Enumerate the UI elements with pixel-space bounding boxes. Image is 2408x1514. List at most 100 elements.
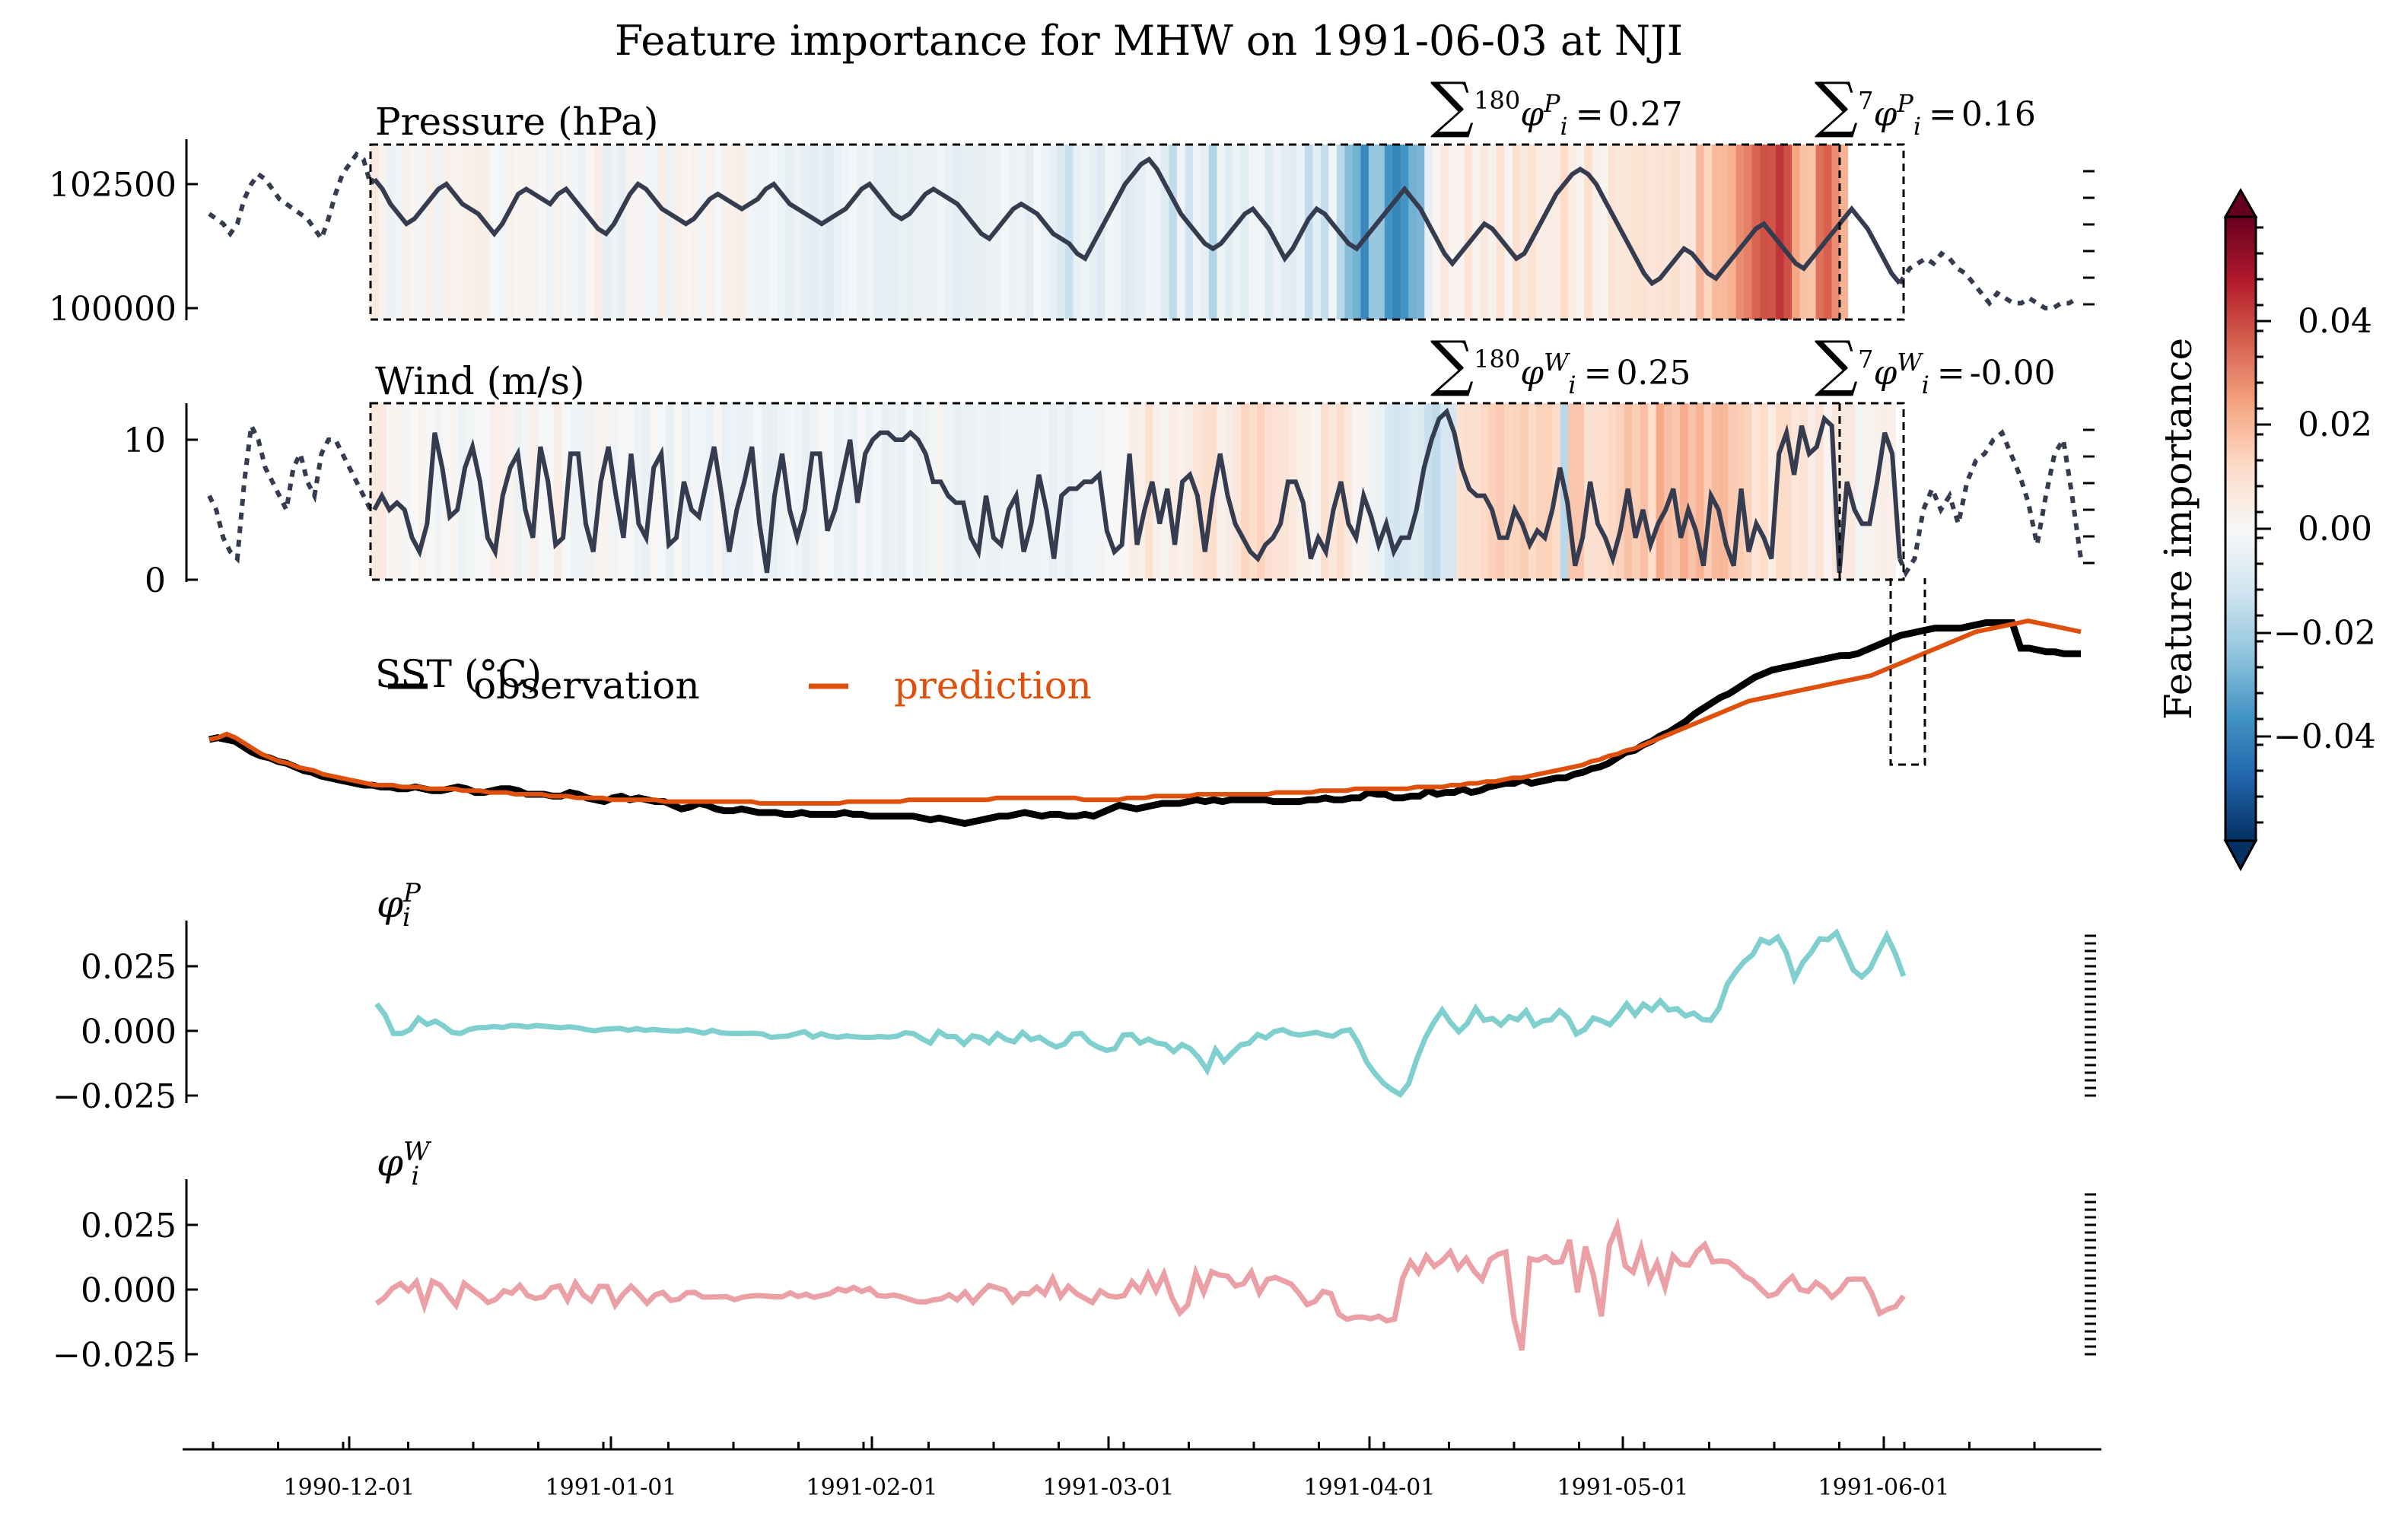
wind-importance-cell (402, 403, 412, 580)
pressure-importance-cell (577, 145, 587, 320)
wind-importance-cell (953, 403, 962, 580)
date-label: 1991-02-01 (806, 1474, 938, 1501)
pressure-importance-cell (1712, 145, 1721, 320)
pressure-importance-cell (1129, 145, 1138, 320)
pressure-importance-cell (1496, 145, 1505, 320)
wind-importance-cell (1249, 403, 1258, 580)
wind-importance-cell (1089, 403, 1098, 580)
pressure-importance-cell (1688, 145, 1697, 320)
wind-importance-cell (1799, 403, 1808, 580)
pressure-importance-cell (833, 145, 842, 320)
wind-importance-cell (849, 403, 858, 580)
pressure-importance-cell (522, 145, 531, 320)
colorbar-label: Feature importance (2156, 338, 2200, 720)
pressure-importance-cell (1360, 145, 1369, 320)
pressure-importance-cell (1328, 145, 1338, 320)
pressure-importance-cell (1185, 145, 1194, 320)
wind-importance-cell (1272, 403, 1281, 580)
pressure-importance-cell (1735, 145, 1745, 320)
wind-importance-cell (698, 403, 707, 580)
wind-importance-cell (1392, 403, 1401, 580)
pressure-importance-cell (1656, 145, 1665, 320)
wind-importance-cell (394, 403, 403, 580)
pressure-importance-cell (1121, 145, 1130, 320)
wind-importance-cell (1688, 403, 1697, 580)
wind-importance-cell (1408, 403, 1417, 580)
pressure-importance-cell (762, 145, 771, 320)
wind-importance-cell (1288, 403, 1297, 580)
wind-tick-label-10: 10 (123, 421, 166, 460)
wind-importance-cell (961, 403, 970, 580)
pressure-importance-cell (1376, 145, 1385, 320)
wind-importance-cell (1328, 403, 1338, 580)
pressure-importance-cell (953, 145, 962, 320)
wind-importance-cell (1472, 403, 1481, 580)
wind-importance-cell (1728, 403, 1737, 580)
pressure-importance-cell (714, 145, 723, 320)
pressure-importance-cell (586, 145, 595, 320)
pressure-importance-cell (937, 145, 946, 320)
pressure-importance-cell (1392, 145, 1401, 320)
target-day-marker-box (1889, 578, 1926, 766)
wind-importance-cell (1432, 403, 1441, 580)
wind-importance-cell (873, 403, 883, 580)
wind-importance-cell (1105, 403, 1114, 580)
pressure-context-before-line (208, 151, 377, 244)
wind-importance-cell (1256, 403, 1266, 580)
pressure-importance-cell (1744, 145, 1753, 320)
wind-importance-cell (1264, 403, 1274, 580)
pressure-importance-cell (426, 145, 435, 320)
pressure-importance-cell (650, 145, 659, 320)
pressure-importance-cell (1480, 145, 1489, 320)
wind-importance-cell (1703, 403, 1713, 580)
wind-importance-cell (969, 403, 978, 580)
pressure-importance-cell (753, 145, 762, 320)
wind-importance-cell (1496, 403, 1505, 580)
wind-importance-cell (641, 403, 651, 580)
wind-importance-cell (1528, 403, 1537, 580)
pressure-importance-cell (410, 145, 419, 320)
pressure-importance-cell (1041, 145, 1050, 320)
pressure-importance-cell (985, 145, 994, 320)
pressure-importance-cell (1776, 145, 1785, 320)
wind-importance-cell (1824, 403, 1833, 580)
pressure-line (372, 156, 1902, 287)
pressure-importance-cell (1057, 145, 1066, 320)
wind-importance-cell (1073, 403, 1082, 580)
pressure-importance-cell (682, 145, 691, 320)
pressure-importance-cell (514, 145, 523, 320)
wind-importance-cell (378, 403, 387, 580)
wind-importance-cell (1057, 403, 1066, 580)
date-label: 1991-06-01 (1818, 1474, 1950, 1501)
wind-importance-cell (1201, 403, 1210, 580)
pressure-importance-cell (794, 145, 803, 320)
pressure-sum180: ∑180φPi = 0.27 (1430, 69, 1683, 141)
pressure-importance-cell (466, 145, 476, 320)
pressure-importance-cell (1576, 145, 1585, 320)
wind-importance-cell (746, 403, 755, 580)
wind-importance-cell (1672, 403, 1681, 580)
pressure-importance-cell (1201, 145, 1210, 320)
pressure-importance-cell (1280, 145, 1290, 320)
wind-importance-cell (1520, 403, 1529, 580)
wind-importance-cell (1217, 403, 1226, 580)
wind-importance-cell (857, 403, 867, 580)
pressure-importance-cell (386, 145, 396, 320)
wind-importance-cell (1185, 403, 1194, 580)
wind-importance-cell (1616, 403, 1625, 580)
wind-importance-cell (721, 403, 730, 580)
pressure-importance-cell (609, 145, 619, 320)
pressure-label: Pressure (hPa) (375, 100, 658, 144)
pressure-importance-cell (1608, 145, 1617, 320)
wind-window-box (369, 402, 1905, 581)
wind-importance-cell (1440, 403, 1449, 580)
pressure-importance-cell (1288, 145, 1297, 320)
pressure-importance-cell (1344, 145, 1354, 320)
wind-importance-cell (666, 403, 675, 580)
phiW-right-ticks (2085, 1193, 2096, 1356)
pressure-importance-cell (1153, 145, 1162, 320)
pressure-importance-cell (442, 145, 451, 320)
pressure-importance-cell (1033, 145, 1042, 320)
pressure-importance-cell (873, 145, 883, 320)
wind-importance-cell (1240, 403, 1250, 580)
